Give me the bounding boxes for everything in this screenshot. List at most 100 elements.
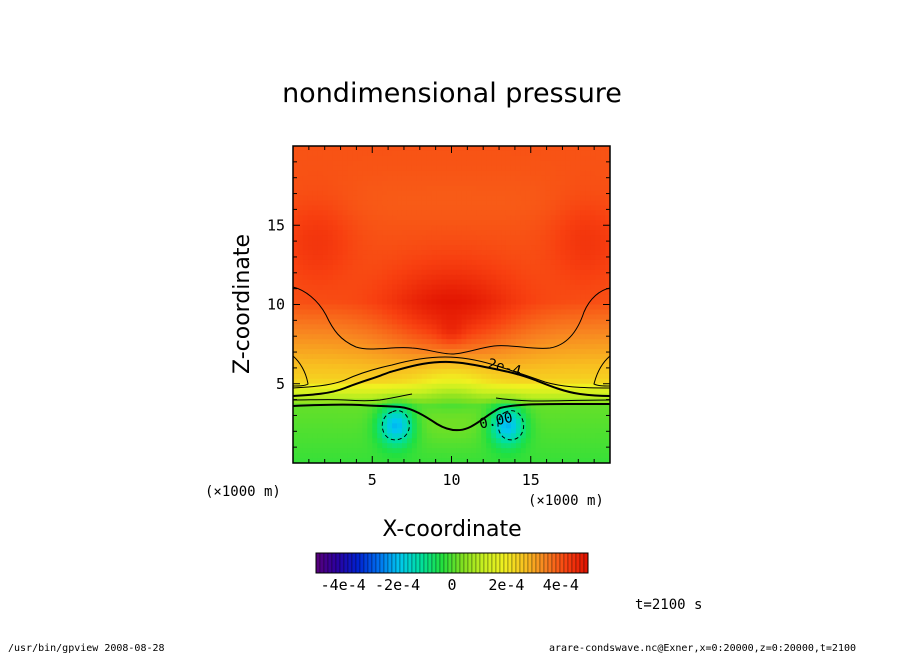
heatmap-cell <box>560 373 567 380</box>
heatmap-cell <box>540 373 547 380</box>
heatmap-cell <box>530 240 537 246</box>
heatmap-cell <box>471 279 477 286</box>
heatmap-cell <box>501 289 507 296</box>
heatmap-cell <box>411 383 418 390</box>
heatmap-cell <box>377 200 383 207</box>
heatmap-cell <box>411 146 418 152</box>
heatmap-cell <box>540 443 547 449</box>
heatmap-cell <box>515 245 522 251</box>
heatmap-cell <box>377 428 383 434</box>
heatmap-cell <box>352 438 358 444</box>
heatmap-cell <box>466 363 472 370</box>
heatmap-cell <box>605 358 610 365</box>
colorbar-swatch <box>395 552 401 574</box>
heatmap-cell <box>525 175 532 182</box>
heatmap-cell <box>471 408 477 415</box>
heatmap-cell <box>446 413 453 420</box>
heatmap-cell <box>337 388 344 395</box>
heatmap-cell <box>337 264 344 271</box>
heatmap-cell <box>575 358 581 365</box>
heatmap-cell <box>525 215 532 221</box>
heatmap-cell <box>416 269 423 276</box>
heatmap-cell <box>555 220 562 226</box>
heatmap-cell <box>570 334 576 340</box>
heatmap-cell <box>466 423 472 429</box>
heatmap-cell <box>555 334 562 340</box>
heatmap-cell <box>297 294 304 301</box>
heatmap-cell <box>540 334 547 340</box>
heatmap-cell <box>322 378 329 385</box>
heatmap-cell <box>550 403 557 410</box>
heatmap-cell <box>367 314 373 320</box>
heatmap-cell <box>293 155 299 162</box>
heatmap-cell <box>317 378 324 385</box>
heatmap-cell <box>510 339 517 345</box>
x-tick-label-5: 5 <box>368 471 377 489</box>
heatmap-cell <box>585 254 591 261</box>
heatmap-cell <box>342 215 349 221</box>
heatmap-cell <box>332 403 339 410</box>
heatmap-cell <box>580 269 586 276</box>
heatmap-cell <box>446 438 453 444</box>
heatmap-cell <box>416 225 423 231</box>
heatmap-cell <box>347 458 354 463</box>
heatmap-cell <box>397 165 403 172</box>
heatmap-cell <box>416 190 423 197</box>
heatmap-cell <box>560 299 567 306</box>
heatmap-cell <box>466 408 472 415</box>
heatmap-cell <box>362 195 368 202</box>
heatmap-cell <box>307 373 314 380</box>
heatmap-cell <box>496 185 502 192</box>
heatmap-cell <box>312 398 319 405</box>
heatmap-cell <box>387 175 393 182</box>
heatmap-cell <box>530 245 537 251</box>
heatmap-cell <box>451 373 458 380</box>
heatmap-cell <box>550 175 557 182</box>
heatmap-cell <box>352 408 358 415</box>
heatmap-cell <box>416 200 423 207</box>
contour-line-4e-4 <box>293 286 610 355</box>
heatmap-cell <box>451 428 458 434</box>
heatmap-cell <box>382 378 388 385</box>
heatmap-cell <box>545 190 552 197</box>
heatmap-cell <box>600 205 606 211</box>
heatmap-cell <box>515 190 522 197</box>
heatmap-cell <box>377 324 383 330</box>
heatmap-cell <box>560 146 567 152</box>
heatmap-cell <box>456 363 462 370</box>
heatmap-cell <box>446 398 453 405</box>
heatmap-cell <box>535 403 542 410</box>
heatmap-cell <box>367 264 373 271</box>
heatmap-cell <box>431 393 438 400</box>
heatmap-cell <box>387 284 393 291</box>
heatmap-cell <box>411 413 418 420</box>
heatmap-cell <box>411 354 418 360</box>
heatmap-cell <box>436 344 443 350</box>
heatmap-cell <box>580 423 586 429</box>
heatmap-cell <box>446 155 453 162</box>
heatmap-cell <box>342 354 349 360</box>
heatmap-cell <box>535 195 542 202</box>
heatmap-cell <box>575 215 581 221</box>
heatmap-cell <box>352 334 358 340</box>
heatmap-cell <box>585 279 591 286</box>
heatmap-cell <box>397 334 403 340</box>
heatmap-cell <box>600 146 606 152</box>
heatmap-cell <box>322 428 329 434</box>
heatmap-cell <box>496 220 502 226</box>
heatmap-cell <box>436 235 443 241</box>
heatmap-cell <box>520 358 527 365</box>
heatmap-cell <box>293 254 299 261</box>
heatmap-cell <box>496 433 502 439</box>
heatmap-cell <box>560 279 567 286</box>
heatmap-cell <box>302 329 309 335</box>
heatmap-cell <box>382 398 388 405</box>
heatmap-cell <box>357 146 363 152</box>
heatmap-cell <box>550 373 557 380</box>
heatmap-cell <box>600 150 606 157</box>
heatmap-cell <box>322 458 329 463</box>
heatmap-cell <box>575 289 581 296</box>
heatmap-cell <box>397 423 403 429</box>
heatmap-cell <box>436 398 443 405</box>
heatmap-cell <box>525 245 532 251</box>
